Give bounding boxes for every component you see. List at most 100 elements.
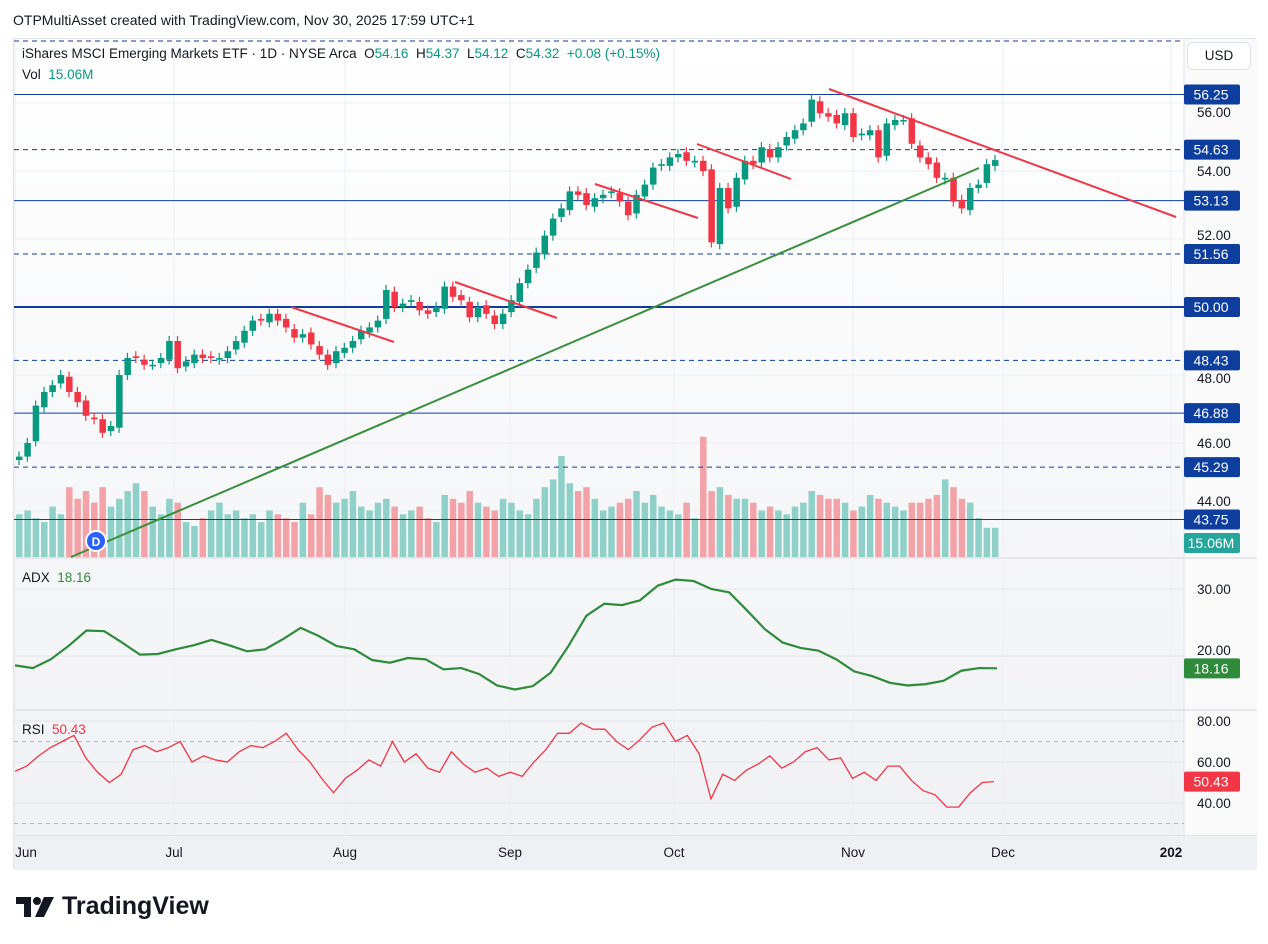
candle: [149, 359, 156, 370]
candle: [224, 346, 232, 364]
currency-button[interactable]: USD: [1187, 42, 1251, 70]
volume-bar: [182, 522, 190, 557]
candle: [82, 395, 90, 421]
candle-body: [900, 120, 907, 122]
candle-body: [866, 130, 874, 136]
volume-bar: [316, 487, 323, 557]
candle-body: [741, 160, 749, 180]
candle: [783, 131, 790, 151]
rsi-tick-label: 60.00: [1197, 755, 1231, 770]
rsi-label[interactable]: RSI: [22, 722, 45, 737]
candle-body: [616, 193, 624, 202]
volume-bar: [716, 487, 724, 557]
volume-bar: [282, 518, 290, 557]
candle: [791, 125, 799, 144]
volume-bar: [916, 502, 924, 557]
dividend-marker-icon[interactable]: [85, 530, 107, 552]
candle-body: [675, 154, 682, 158]
candle-body: [74, 392, 81, 403]
volume-bar: [224, 514, 232, 557]
volume-bar: [107, 506, 115, 557]
volume-bar: [558, 456, 565, 557]
price-level-badge: [1184, 297, 1240, 317]
candle-body: [124, 358, 131, 375]
price-tick-label: 56.00: [1197, 105, 1231, 120]
candle: [416, 296, 423, 316]
volume-bar: [324, 494, 332, 557]
candle-body: [16, 456, 23, 460]
candle-body: [791, 130, 799, 139]
candle-body: [366, 327, 373, 333]
volume-bar: [641, 502, 649, 557]
volume-bar: [675, 514, 682, 557]
candle-body: [491, 315, 498, 324]
change-value: +0.08 (+0.15%): [566, 46, 660, 61]
volume-label[interactable]: Vol: [22, 67, 41, 82]
candle-body: [983, 164, 991, 183]
volume-bar: [941, 479, 949, 557]
candle: [933, 157, 941, 183]
candle-body: [332, 351, 340, 364]
flag-trendline[interactable]: [454, 281, 558, 319]
adx-label[interactable]: ADX: [22, 570, 50, 585]
tradingview-logo[interactable]: TradingView: [16, 892, 209, 921]
candle-body: [841, 113, 849, 126]
candle-body: [891, 120, 899, 126]
price-level-text: 51.56: [1193, 246, 1228, 262]
flag-trendline[interactable]: [290, 306, 395, 343]
flag-trendline[interactable]: [696, 143, 792, 180]
candle: [916, 140, 924, 163]
rsi-legend: RSI 50.43: [22, 722, 86, 737]
time-axis-label: Jul: [165, 845, 182, 860]
candle: [57, 369, 65, 389]
symbol-name[interactable]: iShares MSCI Emerging Markets ETF · 1D ·…: [22, 46, 357, 61]
volume-bar: [174, 502, 181, 557]
candle-body: [541, 235, 549, 255]
volume-bar: [416, 506, 423, 557]
candle: [316, 341, 323, 360]
candle: [174, 335, 181, 374]
candle: [182, 356, 190, 372]
price-level-badge: [1184, 139, 1240, 160]
volume-bar: [783, 514, 790, 557]
volume-bar: [383, 498, 390, 557]
volume-bar: [700, 436, 707, 557]
support-trendline[interactable]: [70, 167, 980, 558]
candle: [491, 310, 498, 330]
candle-body: [391, 291, 398, 307]
dividend-marker-text: D: [92, 535, 101, 549]
adx-tick-label: 30.00: [1197, 582, 1231, 597]
chart-canvas[interactable]: 56.00 54.00 52.00 48.00 46.00 44.00 56.25 54.63…: [14, 39, 1257, 870]
price-tick-label: 44.00: [1197, 494, 1231, 509]
resistance-trendline[interactable]: [828, 88, 1177, 218]
volume-bar: [908, 502, 916, 557]
candle: [374, 315, 382, 333]
candle: [307, 327, 315, 350]
candle-body: [416, 301, 423, 311]
volume-bar: [775, 510, 782, 557]
candle: [533, 247, 540, 273]
volume-bar: [725, 494, 732, 557]
adx-badge: [1184, 658, 1240, 679]
candle-body: [257, 318, 265, 321]
candle-body: [800, 123, 807, 131]
candle: [649, 162, 657, 190]
volume-bar: [883, 502, 891, 557]
volume-bar: [574, 491, 582, 557]
candle-body: [850, 113, 857, 137]
rsi-badge: [1184, 771, 1240, 792]
candle: [299, 329, 307, 343]
candle: [583, 188, 590, 211]
candle: [683, 147, 690, 166]
candle-body: [608, 191, 615, 194]
chart-frame[interactable]: 56.00 54.00 52.00 48.00 46.00 44.00 56.25 54.63…: [13, 38, 1257, 870]
flag-trendline[interactable]: [594, 183, 699, 219]
candle: [516, 278, 524, 307]
candle: [800, 118, 807, 136]
high-label: H: [415, 46, 426, 61]
volume-bar: [866, 494, 874, 557]
volume-bar: [99, 487, 106, 557]
candle-body: [750, 160, 757, 165]
time-axis-label: Aug: [333, 845, 357, 860]
volume-bar: [232, 510, 240, 557]
